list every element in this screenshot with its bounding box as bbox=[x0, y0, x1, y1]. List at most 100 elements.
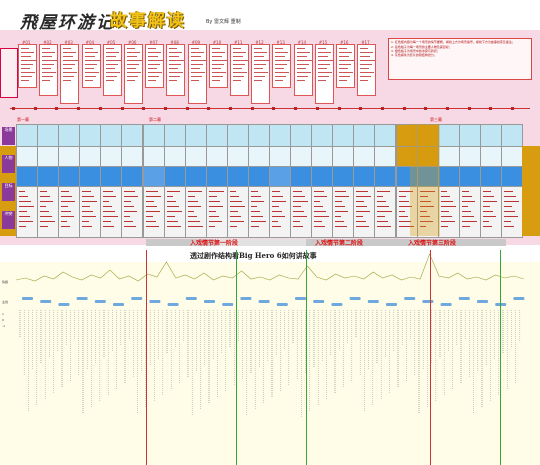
card-text-line bbox=[360, 68, 370, 69]
cell-text-line bbox=[187, 221, 200, 222]
card-text-line bbox=[127, 48, 135, 49]
cell-text-line bbox=[166, 211, 182, 212]
scene-number: #11 bbox=[234, 40, 243, 45]
plot-point-bubble bbox=[204, 300, 215, 303]
cell-text-line bbox=[250, 191, 258, 192]
cell-text-line bbox=[272, 221, 278, 222]
page-subtitle: 故事解读 bbox=[110, 11, 186, 31]
card-text-line bbox=[275, 72, 290, 73]
grid-row-character-cell bbox=[184, 146, 207, 168]
grid-row-character-cell bbox=[163, 146, 186, 168]
card-text-line bbox=[127, 72, 141, 73]
scene-number: #15 bbox=[318, 40, 328, 45]
card-text-line bbox=[84, 56, 95, 57]
cell-text-line bbox=[461, 226, 470, 227]
cell-text-line bbox=[82, 216, 97, 217]
grid-row-character-cell bbox=[205, 146, 228, 168]
card-text-line bbox=[190, 52, 204, 53]
grid-row-character-cell bbox=[479, 146, 502, 168]
card-text-line bbox=[254, 80, 263, 81]
scene-number: #06 bbox=[128, 40, 137, 45]
cell-text-line bbox=[229, 201, 242, 202]
cell-text-line bbox=[377, 216, 386, 217]
card-text-line bbox=[84, 52, 98, 53]
cell-text-line bbox=[272, 191, 280, 192]
cell-text-line bbox=[272, 211, 282, 212]
card-text-line bbox=[360, 52, 374, 53]
grid-row-goal-cell bbox=[332, 166, 355, 188]
cell-text-line bbox=[503, 201, 519, 202]
legend-note: 2. 蓝色格子为每一场景的主要人物及其目标； bbox=[391, 45, 452, 49]
card-text-line bbox=[105, 48, 114, 49]
cell-text-line bbox=[124, 216, 131, 217]
card-text-line bbox=[211, 48, 220, 49]
sheet-side-label bbox=[0, 48, 18, 98]
card-text-line bbox=[42, 52, 56, 53]
cell-text-line bbox=[377, 191, 391, 192]
cell-text-line bbox=[503, 226, 514, 227]
plot-point-bubble bbox=[440, 303, 452, 306]
card-text-line bbox=[233, 60, 248, 61]
card-text-line bbox=[148, 72, 163, 73]
cell-text-line bbox=[208, 221, 222, 222]
grid-row-character-cell bbox=[16, 146, 39, 168]
grid-row-conflict-cell bbox=[311, 186, 334, 238]
card-text-line bbox=[275, 52, 289, 53]
cell-text-line bbox=[40, 206, 47, 207]
cell-text-line bbox=[250, 196, 261, 197]
cell-text-line bbox=[356, 226, 370, 227]
timeline-marker bbox=[33, 107, 37, 110]
grid-row-scene-cell bbox=[184, 124, 207, 148]
grid-row-conflict-cell bbox=[332, 186, 355, 238]
card-text-line bbox=[42, 64, 55, 65]
cell-text-line bbox=[440, 206, 456, 207]
grid-row-conflict-cell bbox=[142, 186, 165, 238]
cell-text-line bbox=[293, 206, 302, 207]
timeline-marker bbox=[489, 107, 493, 110]
cell-text-line bbox=[40, 201, 54, 202]
card-text-line bbox=[42, 68, 52, 69]
timeline-marker bbox=[315, 107, 319, 110]
cell-text-line bbox=[335, 206, 346, 207]
card-text-line bbox=[360, 56, 371, 57]
card-text-line bbox=[296, 48, 305, 49]
section-bar-3 bbox=[306, 239, 506, 246]
plot-point-bubble bbox=[131, 297, 143, 300]
card-text-line bbox=[127, 68, 136, 69]
card-text-line bbox=[63, 68, 73, 69]
grid-row-goal-cell bbox=[374, 166, 397, 188]
timeline-marker bbox=[77, 107, 81, 110]
emotion-curve-svg bbox=[15, 253, 525, 417]
card-text-line bbox=[339, 72, 353, 73]
cell-text-line bbox=[187, 191, 202, 192]
grid-row-character-cell bbox=[226, 146, 249, 168]
grid-row-scene-cell bbox=[142, 124, 165, 148]
card-text-line bbox=[339, 64, 351, 65]
card-text-line bbox=[275, 76, 287, 77]
cell-text-line bbox=[461, 196, 472, 197]
cell-text-line bbox=[250, 206, 257, 207]
plot-point-bubble bbox=[349, 297, 361, 300]
cell-text-line bbox=[124, 191, 136, 192]
section-label-3: 入戏情节第三阶段 bbox=[408, 240, 457, 247]
cell-text-line bbox=[419, 221, 433, 222]
scene-number: #14 bbox=[297, 40, 307, 45]
cell-text-line bbox=[145, 201, 154, 202]
cell-text-line bbox=[40, 211, 50, 212]
card-text-line bbox=[148, 80, 157, 81]
card-text-line bbox=[42, 60, 58, 61]
card-text-line bbox=[105, 72, 120, 73]
act-divider-line bbox=[236, 250, 237, 465]
plot-point-bubble bbox=[76, 297, 88, 300]
timeline-marker bbox=[446, 107, 449, 110]
cell-text-line bbox=[187, 226, 203, 227]
cell-text-line bbox=[145, 211, 160, 212]
grid-row-character-cell bbox=[311, 146, 334, 168]
scene-number: #07 bbox=[149, 40, 158, 45]
cell-text-line bbox=[40, 226, 49, 227]
card-text-line bbox=[254, 72, 269, 73]
card-text-line bbox=[84, 80, 93, 81]
cell-text-line bbox=[335, 201, 343, 202]
grid-row-scene-cell bbox=[500, 124, 523, 148]
chart-left-label: 主线 bbox=[2, 300, 9, 304]
